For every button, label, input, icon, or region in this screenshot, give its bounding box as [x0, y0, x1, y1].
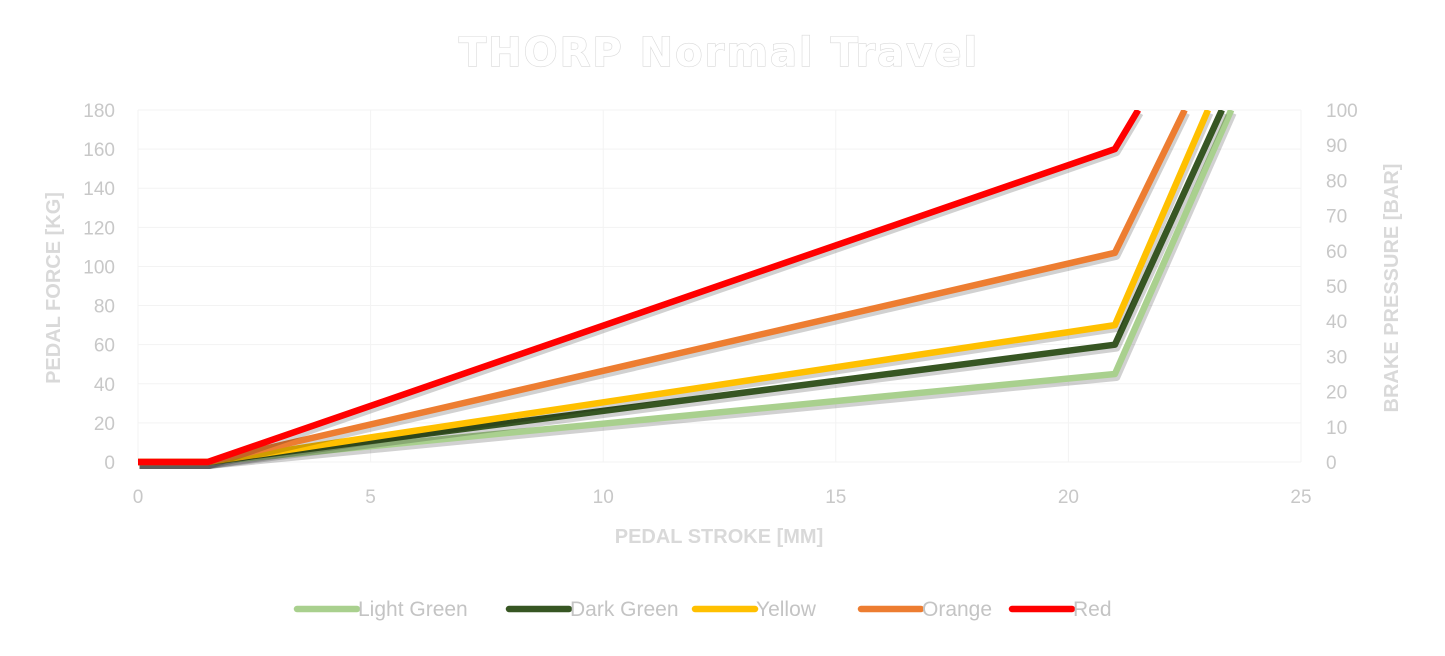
- x-axis-title: PEDAL STROKE [MM]: [615, 526, 824, 548]
- y-tick-label: 180: [83, 101, 115, 122]
- legend-item: Orange: [857, 598, 992, 621]
- y-axis-title: PEDAL FORCE [KG]: [43, 192, 65, 384]
- y-tick-label: 160: [83, 140, 115, 161]
- x-tick-label: 5: [365, 487, 376, 508]
- legend-item: Dark Green: [505, 598, 679, 621]
- y2-tick-label: 0: [1326, 453, 1337, 474]
- plot-lines: [138, 110, 1237, 469]
- y2-tick-label: 40: [1326, 312, 1347, 333]
- legend-label: Light Green: [358, 598, 468, 621]
- y2-tick-label: 100: [1326, 101, 1358, 122]
- x-axis-ticks: 0 5 10 15 20 25: [133, 487, 1312, 508]
- x-tick-label: 0: [133, 487, 144, 508]
- y-tick-label: 20: [94, 414, 115, 435]
- y-tick-label: 0: [104, 453, 115, 474]
- series-line-shadow: [139, 111, 1190, 469]
- y2-tick-label: 90: [1326, 136, 1347, 157]
- y2-tick-label: 50: [1326, 277, 1347, 298]
- legend: Light Green Dark Green Yellow Orange Red: [293, 598, 1112, 621]
- y2-tick-label: 80: [1326, 171, 1347, 192]
- y2-tick-label: 30: [1326, 347, 1347, 368]
- y-tick-label: 140: [83, 179, 115, 200]
- legend-item: Yellow: [691, 598, 817, 621]
- series-line-dark-green: [138, 110, 1225, 466]
- y2-axis-ticks: 0 10 20 30 40 50 60 70 80 90 100: [1326, 101, 1358, 474]
- y-tick-label: 80: [94, 297, 115, 318]
- y2-tick-label: 10: [1326, 418, 1347, 439]
- chart-title: THORP Normal Travel: [459, 30, 979, 76]
- x-tick-label: 15: [825, 487, 846, 508]
- series-line-yellow: [138, 110, 1211, 466]
- y-tick-label: 120: [83, 218, 115, 239]
- y-tick-label: 40: [94, 375, 115, 396]
- legend-label: Orange: [922, 598, 992, 621]
- series-line-red: [138, 110, 1141, 466]
- legend-label: Dark Green: [570, 598, 679, 621]
- y-axis-ticks: 0 20 40 60 80 100 120 140 160 180: [83, 101, 115, 474]
- legend-label: Yellow: [756, 598, 817, 621]
- y2-tick-label: 70: [1326, 207, 1347, 228]
- legend-label: Red: [1073, 598, 1112, 621]
- y-tick-label: 100: [83, 257, 115, 278]
- y-tick-label: 60: [94, 336, 115, 357]
- x-tick-label: 20: [1058, 487, 1079, 508]
- y2-axis-title: BRAKE PRESSURE [BAR]: [1381, 164, 1403, 413]
- y2-tick-label: 60: [1326, 242, 1347, 263]
- legend-item: Light Green: [293, 598, 468, 621]
- x-tick-label: 25: [1290, 487, 1311, 508]
- legend-item: Red: [1008, 598, 1112, 621]
- x-tick-label: 10: [593, 487, 614, 508]
- y2-tick-label: 20: [1326, 383, 1347, 404]
- series-line-shadow: [139, 111, 1214, 469]
